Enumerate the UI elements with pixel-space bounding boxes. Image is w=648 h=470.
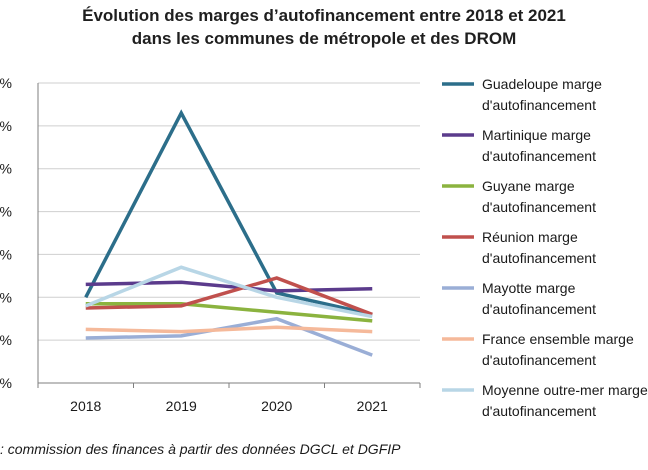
legend-label: Guyane marge <box>482 178 575 194</box>
x-tick-label: 2018 <box>70 398 101 414</box>
series-line <box>85 276 373 317</box>
legend-label: d'autofinancement <box>482 301 596 317</box>
legend-label: d'autofinancement <box>482 403 596 419</box>
series-line <box>84 109 373 317</box>
legend-label: Réunion marge <box>482 229 578 245</box>
line-chart: 0% 0% 0% 0% 0% 0% 0% 0% 2018 2019 2020 2021 Guadelo… <box>0 75 648 419</box>
legend-label: d'autofinancement <box>482 250 596 266</box>
x-tick-label: 2020 <box>261 398 292 414</box>
series-lines <box>84 109 373 357</box>
legend-label: d'autofinancement <box>482 148 596 164</box>
x-tick-label: 2019 <box>166 398 197 414</box>
y-tick-label: 0% <box>0 118 12 134</box>
legend-label: Mayotte marge <box>482 280 576 296</box>
legend-label: d'autofinancement <box>482 199 596 215</box>
y-tick-label: 0% <box>0 204 12 220</box>
y-tick-label: 0% <box>0 375 12 391</box>
legend-label: Moyenne outre-mer marge <box>482 382 648 398</box>
y-tick-label: 0% <box>0 289 12 305</box>
gridlines <box>38 82 420 384</box>
y-tick-label: 0% <box>0 75 12 91</box>
y-tick-label: 0% <box>0 332 12 348</box>
series-line <box>85 325 373 334</box>
legend-label: France ensemble marge <box>482 331 634 347</box>
x-tick-label: 2021 <box>357 398 388 414</box>
legend-label: Martinique marge <box>482 127 591 143</box>
chart-title-line-1: Évolution des marges d’autofinancement e… <box>82 6 566 25</box>
legend-label: Guadeloupe marge <box>482 76 602 92</box>
axes: 0% 0% 0% 0% 0% 0% 0% 0% 2018 2019 2020 2021 <box>0 75 421 414</box>
source-note: : commission des finances à partir des d… <box>0 441 401 457</box>
chart-title: Évolution des marges d’autofinancement e… <box>0 4 648 50</box>
y-tick-label: 0% <box>0 161 12 177</box>
legend-label: d'autofinancement <box>482 352 596 368</box>
legend: Guadeloupe marge d'autofinancement Martini… <box>442 76 648 419</box>
chart-title-line-2: dans les communes de métropole et des DR… <box>131 29 517 48</box>
series-line <box>85 316 373 357</box>
y-tick-label: 0% <box>0 246 12 262</box>
series-line <box>85 301 373 323</box>
series-line <box>85 265 373 319</box>
legend-label: d'autofinancement <box>482 97 596 113</box>
series-line <box>85 280 373 293</box>
